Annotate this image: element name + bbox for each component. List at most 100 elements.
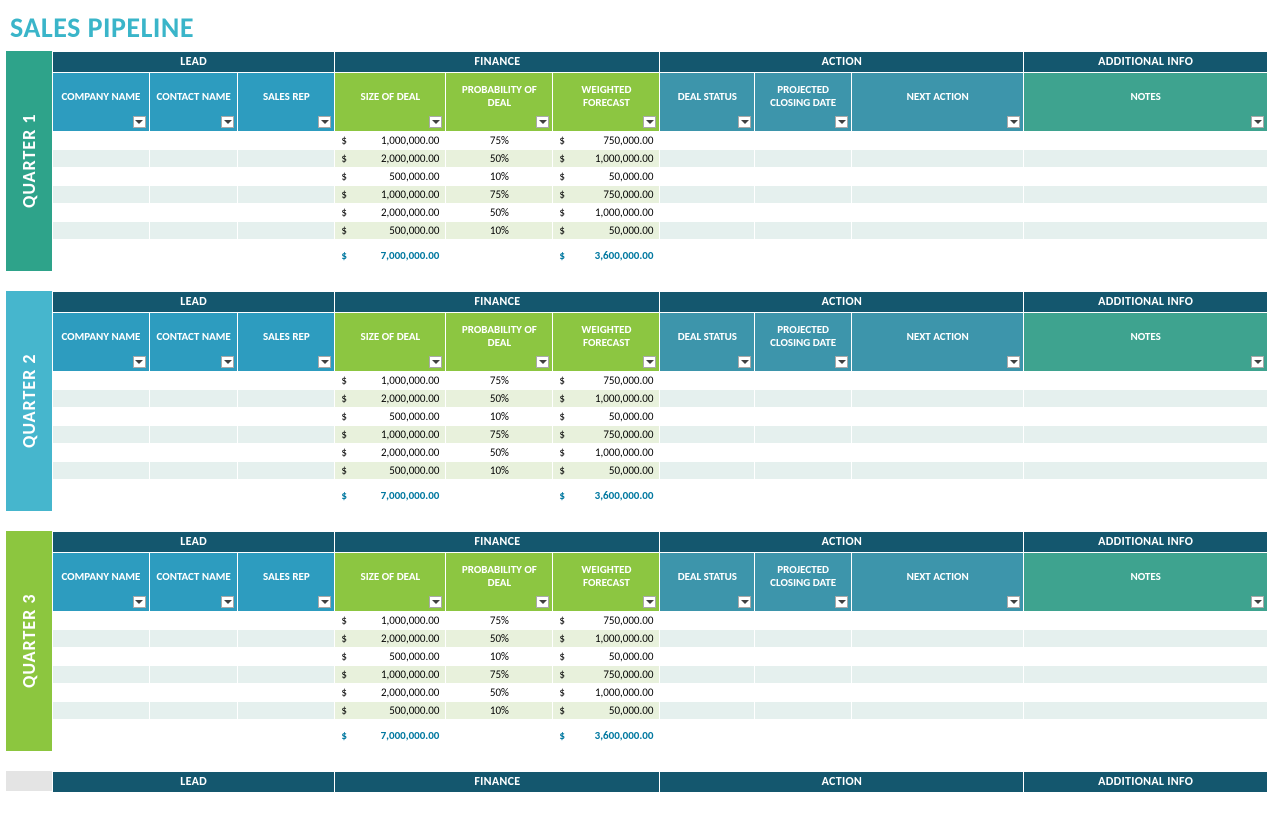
filter-dropdown-icon[interactable] [738, 116, 751, 128]
cell-notes[interactable] [1024, 372, 1267, 389]
filter-dropdown-icon[interactable] [221, 116, 234, 128]
cell-forecast[interactable]: $750,000.00 [553, 666, 659, 683]
cell-size[interactable]: $1,000,000.00 [335, 186, 445, 203]
filter-dropdown-icon[interactable] [835, 116, 848, 128]
cell-prob[interactable]: 75% [446, 132, 552, 149]
cell-forecast[interactable]: $50,000.00 [553, 168, 659, 185]
cell-closing[interactable] [755, 426, 851, 443]
cell-rep[interactable] [238, 150, 334, 167]
filter-dropdown-icon[interactable] [429, 356, 442, 368]
cell-forecast[interactable]: $750,000.00 [553, 372, 659, 389]
cell-notes[interactable] [1024, 666, 1267, 683]
filter-dropdown-icon[interactable] [318, 356, 331, 368]
cell-rep[interactable] [238, 132, 334, 149]
cell-closing[interactable] [755, 222, 851, 239]
cell-status[interactable] [660, 168, 754, 185]
cell-status[interactable] [660, 612, 754, 629]
filter-dropdown-icon[interactable] [1251, 116, 1264, 128]
cell-prob[interactable]: 75% [446, 666, 552, 683]
cell-notes[interactable] [1024, 702, 1267, 719]
cell-contact[interactable] [150, 186, 238, 203]
cell-closing[interactable] [755, 390, 851, 407]
filter-dropdown-icon[interactable] [221, 596, 234, 608]
cell-contact[interactable] [150, 462, 238, 479]
cell-prob[interactable]: 10% [446, 168, 552, 185]
cell-next[interactable] [852, 408, 1023, 425]
cell-contact[interactable] [150, 168, 238, 185]
filter-dropdown-icon[interactable] [221, 356, 234, 368]
cell-prob[interactable]: 75% [446, 372, 552, 389]
cell-contact[interactable] [150, 222, 238, 239]
cell-forecast[interactable]: $1,000,000.00 [553, 444, 659, 461]
cell-size[interactable]: $500,000.00 [335, 462, 445, 479]
cell-prob[interactable]: 50% [446, 444, 552, 461]
cell-rep[interactable] [238, 612, 334, 629]
cell-size[interactable]: $500,000.00 [335, 168, 445, 185]
cell-notes[interactable] [1024, 390, 1267, 407]
cell-company[interactable] [53, 630, 149, 647]
filter-dropdown-icon[interactable] [835, 596, 848, 608]
cell-company[interactable] [53, 684, 149, 701]
cell-prob[interactable]: 75% [446, 186, 552, 203]
cell-prob[interactable]: 10% [446, 408, 552, 425]
cell-status[interactable] [660, 204, 754, 221]
filter-dropdown-icon[interactable] [835, 356, 848, 368]
cell-contact[interactable] [150, 666, 238, 683]
cell-contact[interactable] [150, 132, 238, 149]
cell-closing[interactable] [755, 684, 851, 701]
cell-status[interactable] [660, 426, 754, 443]
cell-contact[interactable] [150, 372, 238, 389]
cell-status[interactable] [660, 372, 754, 389]
cell-size[interactable]: $1,000,000.00 [335, 612, 445, 629]
total-size[interactable]: $7,000,000.00 [335, 240, 445, 270]
cell-next[interactable] [852, 462, 1023, 479]
cell-notes[interactable] [1024, 612, 1267, 629]
cell-next[interactable] [852, 150, 1023, 167]
cell-prob[interactable]: 10% [446, 222, 552, 239]
filter-dropdown-icon[interactable] [536, 116, 549, 128]
cell-forecast[interactable]: $50,000.00 [553, 702, 659, 719]
cell-closing[interactable] [755, 132, 851, 149]
filter-dropdown-icon[interactable] [1251, 356, 1264, 368]
cell-company[interactable] [53, 612, 149, 629]
cell-next[interactable] [852, 684, 1023, 701]
cell-closing[interactable] [755, 408, 851, 425]
cell-status[interactable] [660, 648, 754, 665]
cell-rep[interactable] [238, 168, 334, 185]
cell-size[interactable]: $1,000,000.00 [335, 426, 445, 443]
filter-dropdown-icon[interactable] [536, 356, 549, 368]
filter-dropdown-icon[interactable] [1007, 596, 1020, 608]
cell-next[interactable] [852, 702, 1023, 719]
cell-notes[interactable] [1024, 150, 1267, 167]
cell-next[interactable] [852, 132, 1023, 149]
cell-closing[interactable] [755, 462, 851, 479]
cell-rep[interactable] [238, 204, 334, 221]
filter-dropdown-icon[interactable] [643, 116, 656, 128]
cell-contact[interactable] [150, 426, 238, 443]
cell-forecast[interactable]: $1,000,000.00 [553, 150, 659, 167]
cell-contact[interactable] [150, 390, 238, 407]
cell-notes[interactable] [1024, 426, 1267, 443]
cell-rep[interactable] [238, 408, 334, 425]
cell-status[interactable] [660, 666, 754, 683]
cell-closing[interactable] [755, 150, 851, 167]
cell-size[interactable]: $500,000.00 [335, 408, 445, 425]
cell-forecast[interactable]: $750,000.00 [553, 612, 659, 629]
cell-rep[interactable] [238, 390, 334, 407]
cell-next[interactable] [852, 630, 1023, 647]
cell-notes[interactable] [1024, 684, 1267, 701]
cell-rep[interactable] [238, 222, 334, 239]
cell-status[interactable] [660, 150, 754, 167]
cell-prob[interactable]: 10% [446, 462, 552, 479]
cell-size[interactable]: $500,000.00 [335, 222, 445, 239]
cell-status[interactable] [660, 186, 754, 203]
filter-dropdown-icon[interactable] [1007, 356, 1020, 368]
cell-contact[interactable] [150, 684, 238, 701]
cell-rep[interactable] [238, 666, 334, 683]
cell-closing[interactable] [755, 702, 851, 719]
filter-dropdown-icon[interactable] [318, 596, 331, 608]
cell-next[interactable] [852, 612, 1023, 629]
cell-next[interactable] [852, 168, 1023, 185]
cell-prob[interactable]: 50% [446, 390, 552, 407]
cell-closing[interactable] [755, 666, 851, 683]
